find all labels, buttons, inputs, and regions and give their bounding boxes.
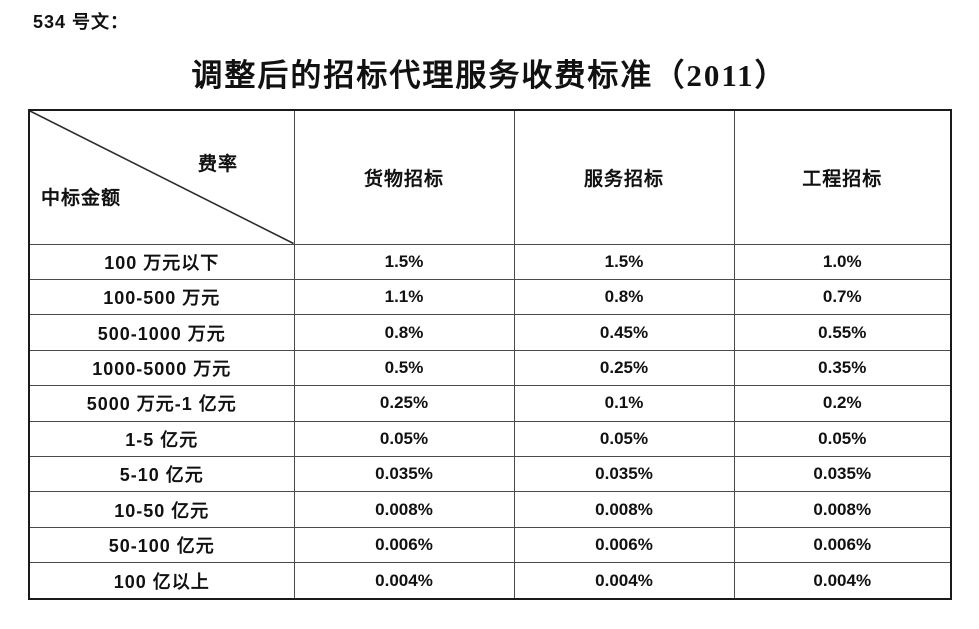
- document-title: 调整后的招标代理服务收费标准（2011）: [191, 58, 788, 93]
- column-header-engineering-bidding: 工程招标: [733, 109, 952, 245]
- row-label: 100 亿以上: [28, 562, 295, 600]
- row-label: 1000-5000 万元: [28, 349, 295, 387]
- corner-cell: 费率 中标金额: [28, 109, 295, 245]
- fee-value: 0.35%: [733, 349, 952, 387]
- table-row: 100 亿以上 0.004% 0.004% 0.004%: [28, 562, 952, 600]
- fee-value: 0.008%: [733, 491, 952, 528]
- fee-value: 0.05%: [513, 420, 735, 458]
- fee-table: 费率 中标金额 货物招标 服务招标 工程招标 100 万元以下 1.5% 1.5% 1…: [28, 109, 952, 600]
- corner-label-rate: 费率: [198, 154, 239, 175]
- row-label: 50-100 亿元: [28, 526, 295, 564]
- table-row: 1-5 亿元 0.05% 0.05% 0.05%: [28, 420, 952, 458]
- fee-value: 0.55%: [733, 314, 952, 351]
- fee-value: 0.8%: [293, 314, 515, 351]
- table-row: 5-10 亿元 0.035% 0.035% 0.035%: [28, 456, 952, 493]
- table-row: 50-100 亿元 0.006% 0.006% 0.006%: [28, 526, 952, 564]
- row-label: 100-500 万元: [28, 278, 295, 316]
- fee-value: 0.008%: [513, 491, 735, 528]
- doc-number-label: 534 号文：: [33, 12, 130, 32]
- fee-value: 0.004%: [733, 562, 952, 600]
- row-label: 500-1000 万元: [28, 314, 295, 351]
- row-label: 5000 万元-1 亿元: [28, 385, 295, 422]
- table-row: 100 万元以下 1.5% 1.5% 1.0%: [28, 243, 952, 280]
- fee-value: 1.5%: [513, 243, 735, 280]
- fee-value: 0.25%: [513, 349, 735, 387]
- table-row: 10-50 亿元 0.008% 0.008% 0.008%: [28, 491, 952, 528]
- table-row: 100-500 万元 1.1% 0.8% 0.7%: [28, 278, 952, 316]
- fee-value: 0.008%: [293, 491, 515, 528]
- fee-value: 0.006%: [733, 526, 952, 564]
- diagonal-line: [30, 111, 293, 243]
- column-header-service-bidding: 服务招标: [513, 109, 735, 245]
- fee-value: 0.1%: [513, 385, 735, 422]
- header-row: 费率 中标金额 货物招标 服务招标 工程招标: [28, 109, 952, 245]
- table-row: 1000-5000 万元 0.5% 0.25% 0.35%: [28, 349, 952, 387]
- table-row: 5000 万元-1 亿元 0.25% 0.1% 0.2%: [28, 385, 952, 422]
- fee-value: 0.035%: [293, 456, 515, 493]
- fee-value: 0.8%: [513, 278, 735, 316]
- row-label: 10-50 亿元: [28, 491, 295, 528]
- corner-label-bid-amount: 中标金额: [41, 188, 122, 209]
- fee-value: 0.006%: [513, 526, 735, 564]
- fee-value: 0.035%: [513, 456, 735, 493]
- row-label: 100 万元以下: [28, 243, 295, 280]
- fee-value: 0.05%: [293, 420, 515, 458]
- fee-value: 0.004%: [293, 562, 515, 600]
- row-label: 1-5 亿元: [28, 420, 295, 458]
- fee-value: 0.5%: [293, 349, 515, 387]
- fee-value: 0.006%: [293, 526, 515, 564]
- fee-value: 0.25%: [293, 385, 515, 422]
- table-body: 100 万元以下 1.5% 1.5% 1.0% 100-500 万元 1.1% 0.8% 0.…: [28, 243, 952, 600]
- fee-value: 0.035%: [733, 456, 952, 493]
- fee-value: 0.7%: [733, 278, 952, 316]
- table-row: 500-1000 万元 0.8% 0.45% 0.55%: [28, 314, 952, 351]
- fee-value: 0.45%: [513, 314, 735, 351]
- column-header-goods-bidding: 货物招标: [293, 109, 515, 245]
- fee-value: 1.1%: [293, 278, 515, 316]
- row-label: 5-10 亿元: [28, 456, 295, 493]
- fee-value: 1.0%: [733, 243, 952, 280]
- fee-value: 0.004%: [513, 562, 735, 600]
- fee-value: 1.5%: [293, 243, 515, 280]
- fee-value: 0.05%: [733, 420, 952, 458]
- fee-value: 0.2%: [733, 385, 952, 422]
